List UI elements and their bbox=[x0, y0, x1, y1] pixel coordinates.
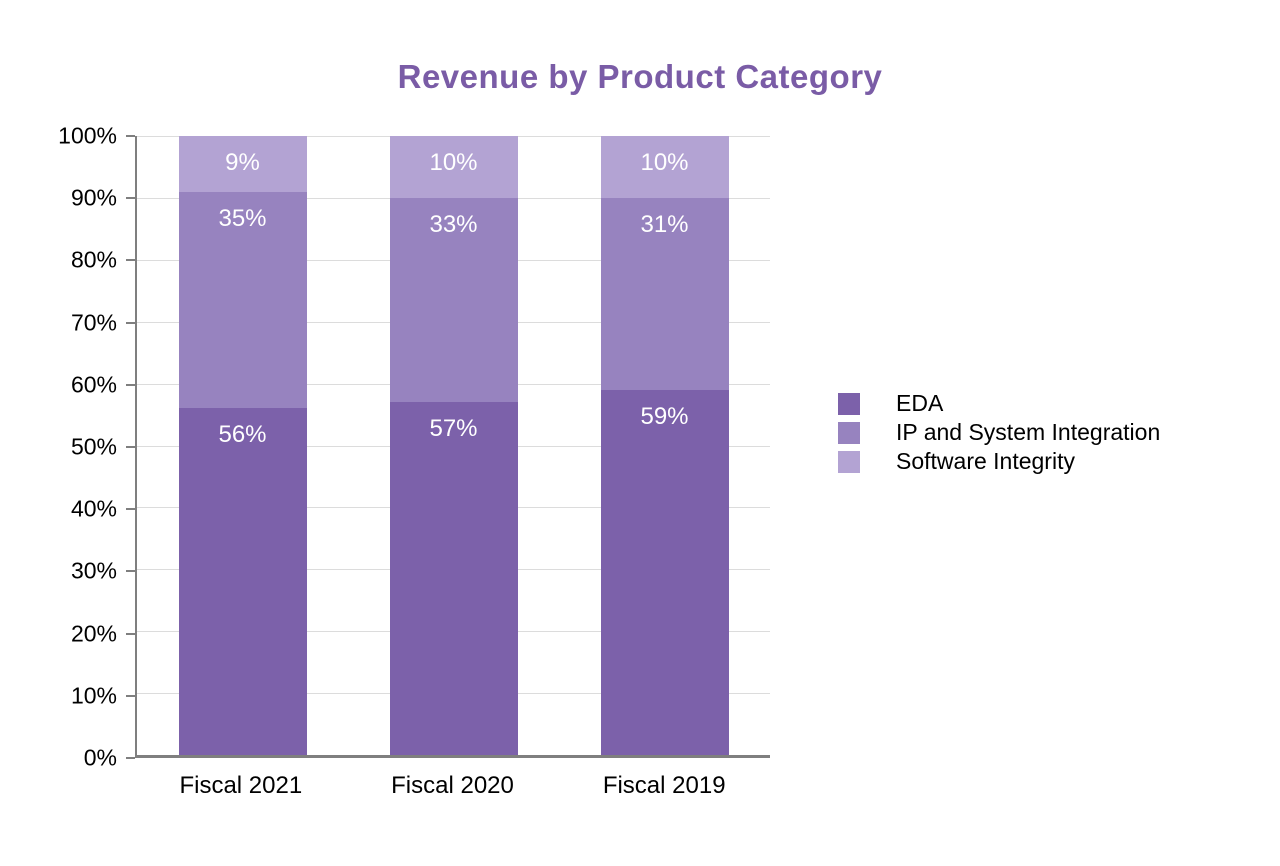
y-tick-label: 60% bbox=[70, 371, 117, 398]
y-axis: 0% 10% 20% 30% 40% 50% 60% 70% 80% 90% 100% bbox=[0, 123, 135, 771]
bar-fiscal-2020: 57% 33% 10% bbox=[389, 136, 518, 755]
bar-value-label: 59% bbox=[640, 402, 689, 430]
bar-segment-eda: 56% bbox=[178, 408, 307, 755]
x-category-label: Fiscal 2021 bbox=[179, 772, 303, 799]
y-tick-mark bbox=[126, 321, 135, 324]
bar-value-label: 9% bbox=[225, 149, 260, 177]
y-tick-label: 70% bbox=[70, 309, 117, 336]
y-tick-label: 90% bbox=[70, 184, 117, 211]
bar-value-label: 56% bbox=[218, 421, 267, 449]
bar-segment-software-integrity: 10% bbox=[389, 136, 518, 198]
y-tick-mark bbox=[126, 135, 135, 137]
y-tick-label: 20% bbox=[70, 620, 117, 647]
legend-label: Software Integrity bbox=[896, 448, 1075, 474]
bar-segment-software-integrity: 10% bbox=[600, 136, 729, 198]
x-category-label: Fiscal 2019 bbox=[602, 772, 726, 799]
legend-row: Software Integrity bbox=[838, 447, 1160, 476]
y-tick-mark bbox=[126, 570, 135, 573]
bar-value-label: 31% bbox=[640, 210, 689, 238]
x-category-label: Fiscal 2020 bbox=[391, 772, 514, 799]
legend-label: EDA bbox=[896, 390, 944, 416]
y-tick-mark bbox=[126, 197, 135, 200]
bar-segment-eda: 57% bbox=[389, 402, 518, 755]
legend-label: IP and System Integration bbox=[896, 419, 1161, 445]
bar-value-label: 10% bbox=[640, 149, 689, 177]
bar-value-label: 35% bbox=[218, 204, 267, 232]
bar-segment-software-integrity: 9% bbox=[178, 136, 307, 192]
bars-container: 56% 35% 9% 57% 33% 10% 59% 31% 10% bbox=[137, 136, 770, 755]
bar-segment-ip-and-system-integration: 35% bbox=[178, 191, 307, 409]
legend: EDA IP and System Integration Software Int… bbox=[838, 389, 1160, 476]
plot-area: 56% 35% 9% 57% 33% 10% 59% 31% 10% bbox=[135, 136, 770, 758]
legend-row: EDA bbox=[838, 389, 1160, 418]
bar-segment-eda: 59% bbox=[600, 389, 729, 755]
y-tick-label: 40% bbox=[70, 495, 117, 522]
legend-swatch-eda bbox=[838, 392, 860, 415]
bar-segment-ip-and-system-integration: 31% bbox=[600, 197, 729, 390]
chart-title: Revenue by Product Category bbox=[397, 58, 883, 95]
bar-value-label: 10% bbox=[429, 149, 478, 177]
legend-row: IP and System Integration bbox=[838, 418, 1160, 447]
y-tick-label: 80% bbox=[70, 246, 117, 273]
y-tick-mark bbox=[126, 694, 135, 697]
legend-swatch-software-integrity bbox=[838, 450, 860, 473]
y-tick-label: 10% bbox=[70, 682, 117, 709]
y-tick-label: 30% bbox=[70, 557, 117, 584]
y-tick-mark bbox=[126, 383, 135, 386]
y-tick-mark bbox=[126, 757, 135, 759]
y-tick-label: 0% bbox=[83, 744, 117, 771]
bar-value-label: 57% bbox=[429, 415, 478, 443]
y-tick-label: 100% bbox=[58, 122, 117, 149]
y-tick-mark bbox=[126, 508, 135, 511]
y-tick-mark bbox=[126, 446, 135, 448]
y-tick-label: 50% bbox=[70, 433, 117, 460]
bar-fiscal-2019: 59% 31% 10% bbox=[600, 136, 729, 755]
y-tick-mark bbox=[126, 259, 135, 262]
bar-segment-ip-and-system-integration: 33% bbox=[389, 197, 518, 403]
bar-fiscal-2021: 56% 35% 9% bbox=[178, 136, 307, 755]
legend-swatch-ip-and-system-integration bbox=[838, 421, 860, 444]
bar-value-label: 33% bbox=[429, 210, 478, 238]
x-axis: Fiscal 2021 Fiscal 2020 Fiscal 2019 bbox=[135, 772, 770, 800]
y-tick-mark bbox=[126, 632, 135, 635]
